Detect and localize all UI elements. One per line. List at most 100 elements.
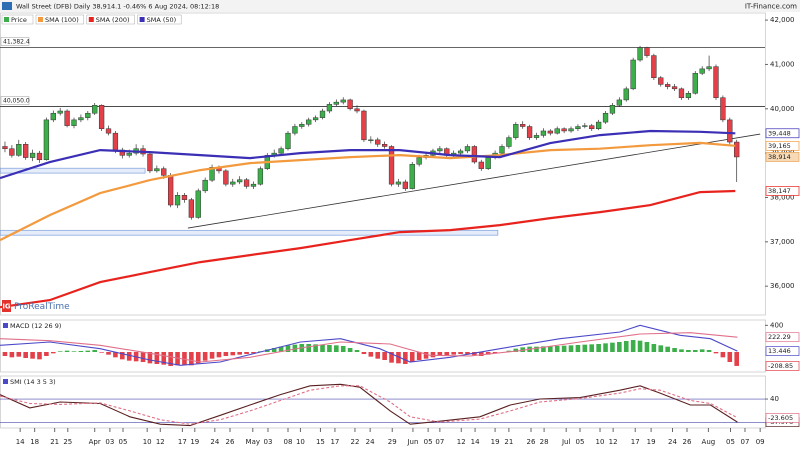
candle-body (713, 66, 719, 98)
legend-box (86, 14, 135, 25)
candle-body (665, 84, 671, 87)
candle-body (147, 153, 153, 172)
last-value-label: -23.605 (768, 414, 793, 422)
x-tick-label: May (246, 438, 260, 446)
legend-label: Price (11, 16, 27, 24)
histogram-bar (216, 352, 222, 358)
histogram-bar (209, 352, 215, 359)
histogram-bar (554, 346, 560, 352)
x-tick-label: 21 (50, 438, 59, 446)
histogram-bar (513, 348, 519, 352)
x-tick-label: 17 (631, 438, 640, 446)
header-title: Wall Street (DFB) Daily 38,914.1 -0.46% … (16, 3, 219, 11)
legend-swatch (139, 17, 145, 22)
candle-body (623, 88, 629, 101)
x-tick-label: 07 (435, 438, 444, 446)
candle-body (23, 144, 29, 158)
candle-body (361, 110, 367, 141)
y-tick-label: 40 (770, 395, 779, 403)
x-tick-label: 12 (457, 438, 466, 446)
histogram-bar (623, 341, 629, 352)
histogram-bar (478, 352, 484, 356)
candle-body (278, 148, 284, 154)
x-tick-label: 15 (316, 438, 325, 446)
histogram-bar (78, 351, 84, 352)
candle-body (671, 86, 678, 90)
last-value-label: 39,165 (768, 142, 791, 150)
x-tick-label: 26 (226, 438, 235, 446)
histogram-bar (485, 352, 491, 355)
histogram-bar (2, 352, 8, 356)
histogram-bar (375, 352, 381, 359)
candle-body (575, 126, 581, 129)
candle-body (195, 190, 201, 218)
histogram-bar (589, 344, 595, 352)
indicator-line (0, 129, 736, 180)
candle-body (416, 157, 422, 165)
histogram-bar (50, 352, 56, 354)
histogram-bar (237, 352, 242, 355)
candle-body (292, 126, 298, 134)
legend-swatch (88, 17, 94, 22)
x-tick-label: 28 (540, 438, 549, 446)
candle-body (409, 163, 415, 189)
x-tick-label: 26 (527, 438, 536, 446)
x-tick-label: 19 (647, 438, 656, 446)
y-tick-label: 400 (770, 321, 783, 329)
candle-body (589, 125, 595, 129)
candle-body (29, 152, 36, 158)
x-tick-label: 08 (284, 438, 293, 446)
indicator-line (0, 189, 736, 309)
histogram-bar (568, 345, 574, 352)
x-tick-label: 05 (576, 438, 585, 446)
histogram-bar (44, 352, 49, 356)
x-tick-label: 09 (756, 438, 765, 446)
histogram-bar (409, 352, 415, 362)
histogram-bar (327, 345, 332, 352)
candle-body (174, 195, 181, 206)
candle-body (368, 139, 374, 141)
candle-body (540, 130, 547, 136)
legend-label: SMA (50) (147, 16, 177, 24)
candle-body (105, 128, 112, 134)
legend-label: SMA (200) (96, 16, 130, 24)
histogram-bar (161, 352, 167, 365)
candle-body (209, 167, 215, 181)
candle-body (2, 146, 8, 149)
x-tick-label: 25 (63, 438, 72, 446)
candle-body (188, 199, 195, 218)
level-label-box (0, 96, 30, 105)
candle-body (561, 128, 567, 132)
histogram-bar (416, 352, 422, 360)
histogram-bar (354, 350, 360, 352)
candle-body (616, 99, 622, 106)
histogram-bar (85, 350, 91, 352)
last-value-box (765, 412, 800, 423)
legend-box (1, 14, 34, 25)
candle-body (706, 66, 712, 70)
legend-box (35, 14, 85, 25)
panel-title-icon (3, 323, 8, 328)
candle-body (388, 146, 395, 185)
histogram-bar (9, 352, 15, 358)
candle-body (64, 110, 70, 126)
candle-body (85, 112, 91, 118)
histogram-bar (561, 345, 567, 352)
histogram-bar (313, 344, 318, 352)
indicator-line (0, 383, 738, 427)
candle-body (720, 97, 726, 121)
histogram-bar (306, 344, 312, 352)
logo-mark-box (2, 300, 11, 312)
candle-body (526, 126, 533, 138)
x-tick-label: Apr (89, 438, 101, 446)
histogram-bar (244, 352, 249, 354)
x-tick-label: Jul (561, 438, 571, 446)
candle-body (685, 93, 692, 98)
y-tick-label: 38,000 (770, 193, 795, 201)
histogram-bar (630, 340, 636, 352)
candle-body (678, 88, 685, 98)
legend-swatch (4, 17, 9, 22)
histogram-bar (686, 350, 691, 352)
last-value-box (765, 346, 800, 356)
candle-body (243, 179, 250, 187)
